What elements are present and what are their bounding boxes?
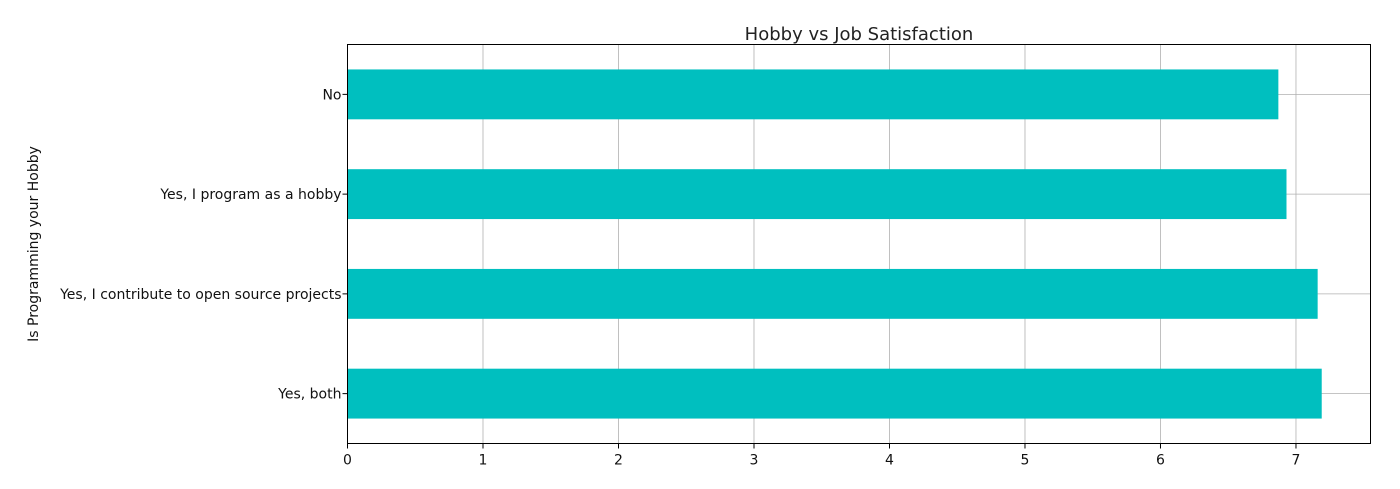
- category-label: Yes, both: [277, 387, 341, 403]
- x-tick-label: 0: [343, 453, 352, 469]
- category-label: No: [322, 87, 341, 103]
- bars: [347, 69, 1322, 419]
- bar: [347, 69, 1279, 120]
- category-labels: No Yes, I program as a hobby Yes, I contri…: [59, 87, 341, 402]
- bar: [347, 169, 1287, 220]
- x-tick-label: 7: [1292, 453, 1301, 469]
- x-tick-label: 5: [1021, 453, 1030, 469]
- x-tick-label: 1: [479, 453, 488, 469]
- plot-frame: [347, 44, 1371, 444]
- x-tick-label: 4: [885, 453, 894, 469]
- x-axis-ticks: 0 1 2 3 4 5 6 7: [342, 93, 1301, 469]
- x-tick-label: 6: [1156, 453, 1165, 469]
- x-tick-label: 2: [614, 453, 623, 469]
- chart-title: Hobby vs Job Satisfaction: [745, 24, 974, 45]
- category-label: Yes, I contribute to open source project…: [59, 287, 341, 303]
- category-label: Yes, I program as a hobby: [159, 187, 341, 203]
- bar: [347, 368, 1322, 419]
- y-axis-label: Is Programming your Hobby: [26, 146, 42, 342]
- bar: [347, 268, 1318, 319]
- x-tick-label: 3: [750, 453, 759, 469]
